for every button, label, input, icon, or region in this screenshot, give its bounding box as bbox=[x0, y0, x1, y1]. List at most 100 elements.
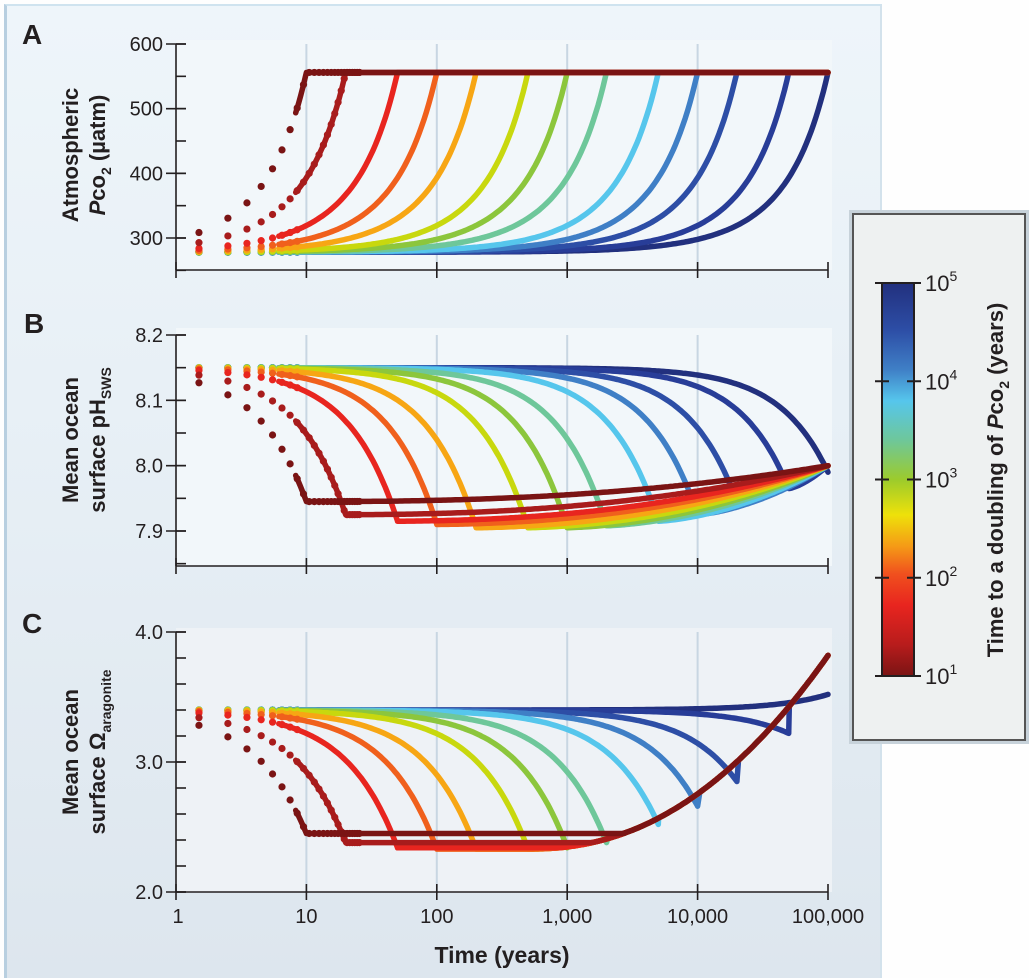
axes: 300 400 500 600 7.9 8.0 8.1 8.2 2.0 3.0 4.0 1 10 100 1… bbox=[130, 34, 865, 928]
series-dot-c-10 bbox=[243, 745, 251, 753]
series-line-b-50 bbox=[276, 378, 831, 524]
colorbar-tick-base: 10 bbox=[925, 664, 949, 689]
plot-area-c bbox=[176, 628, 832, 892]
series-group-b bbox=[195, 364, 831, 531]
ylabel-a-line1: Atmospheric bbox=[58, 88, 83, 222]
series-dot-b-20 bbox=[257, 390, 265, 398]
colorbar-tick-label-4: 105 bbox=[925, 268, 957, 296]
ylabel-a-line2: Pco2 (µatm) bbox=[85, 95, 114, 216]
x-tick-label-0: 1 bbox=[172, 906, 183, 928]
series-dot-c-10 bbox=[195, 721, 203, 729]
series-dot-c-20 bbox=[224, 719, 232, 728]
ylabel-a: Atmospheric Pco2 (µatm) bbox=[58, 88, 114, 222]
series-dot-a-10 bbox=[268, 165, 277, 173]
series-line-b-200 bbox=[276, 367, 831, 531]
colorbar-title-text: Time to a doubling of Pco2 (years) bbox=[983, 303, 1012, 658]
colorbar-title-p: P bbox=[983, 414, 1008, 429]
series-dot-b-50 bbox=[268, 376, 277, 384]
colorbar-title-co: co bbox=[983, 389, 1008, 415]
series-dot-a-20 bbox=[224, 232, 232, 240]
plot-area-b bbox=[176, 328, 832, 566]
series-dot-b-20 bbox=[195, 371, 203, 379]
series-dot-b-100 bbox=[257, 368, 265, 376]
ylabel-c-line2: surface Ωaragonite bbox=[85, 669, 114, 834]
series-dot-b-10 bbox=[243, 404, 251, 412]
series-dot-b-50 bbox=[257, 373, 265, 381]
colorbar-tick-exponent: 4 bbox=[949, 366, 957, 382]
series-dot-a-50 bbox=[243, 239, 251, 247]
y-tick-label-c-0: 2.0 bbox=[135, 882, 163, 904]
panel-label-b: B bbox=[24, 308, 44, 339]
colorbar-title-suffix: (years) bbox=[983, 303, 1008, 381]
x-tick-label-2: 100 bbox=[420, 906, 453, 928]
colorbar-tick-label-3: 104 bbox=[925, 366, 957, 394]
colorbar-tick-label-0: 101 bbox=[925, 661, 957, 689]
curves bbox=[195, 68, 831, 852]
colorbar-tick-base: 10 bbox=[925, 566, 949, 591]
colorbar-tick-label-1: 102 bbox=[925, 563, 957, 591]
series-dot-b-50 bbox=[243, 371, 251, 379]
colorbar-tick-exponent: 5 bbox=[949, 268, 957, 284]
series-dot-c-50 bbox=[224, 711, 232, 719]
y-tick-label-b-1: 8.0 bbox=[135, 456, 163, 478]
series-dot-c-100 bbox=[257, 710, 265, 719]
series-dot-c-100 bbox=[268, 712, 277, 720]
panel-label-c: C bbox=[22, 608, 42, 639]
series-dot-c-50 bbox=[268, 718, 277, 726]
series-dot-c-20 bbox=[257, 732, 265, 740]
series-line-c-10 bbox=[292, 652, 831, 837]
series-dot-a-100 bbox=[268, 241, 277, 249]
x-tick-label-5: 100,000 bbox=[792, 906, 864, 928]
series-dot-c-10 bbox=[257, 757, 265, 765]
y-tick-label-b-0: 7.9 bbox=[135, 521, 163, 543]
series-dot-a-20 bbox=[278, 203, 286, 211]
x-tick-label-3: 1,000 bbox=[542, 906, 592, 928]
series-line-b-20 bbox=[292, 418, 831, 518]
colorbar-tick-label-2: 103 bbox=[925, 465, 957, 493]
series-dot-c-50 bbox=[257, 716, 265, 724]
ylabel-a-co: co bbox=[85, 175, 110, 201]
ylabel-b-main: surface pH bbox=[85, 399, 110, 513]
series-group-a bbox=[195, 68, 831, 256]
series-dot-a-50 bbox=[224, 242, 232, 250]
colorbar-tick-base: 10 bbox=[925, 468, 949, 493]
ylabel-a-p: P bbox=[85, 200, 110, 215]
series-dot-c-20 bbox=[268, 738, 277, 746]
series-dot-b-10 bbox=[268, 431, 277, 439]
series-dot-a-50 bbox=[257, 237, 265, 245]
y-tick-label-a-1: 400 bbox=[130, 163, 163, 185]
y-tick-label-a-0: 300 bbox=[130, 228, 163, 250]
colorbar-title-prefix: Time to a doubling of bbox=[983, 429, 1008, 657]
series-group-c bbox=[195, 652, 831, 852]
panel-label-a: A bbox=[22, 19, 42, 50]
colorbar-tick-exponent: 1 bbox=[949, 661, 957, 677]
colorbar-title: Time to a doubling of Pco2 (years) bbox=[983, 303, 1012, 658]
y-tick-label-a-3: 600 bbox=[130, 34, 163, 56]
y-tick-label-a-2: 500 bbox=[130, 99, 163, 121]
series-dot-c-10 bbox=[286, 796, 294, 804]
y-tick-label-b-2: 8.1 bbox=[135, 390, 163, 412]
series-dot-a-10 bbox=[195, 228, 203, 237]
ylabel-c-main: surface Ω bbox=[85, 732, 110, 834]
ylabel-a-unit: (µatm) bbox=[85, 95, 110, 168]
series-dot-b-10 bbox=[257, 417, 265, 425]
series-dot-a-20 bbox=[286, 195, 294, 203]
series-line-b-10 bbox=[292, 462, 831, 505]
y-tick-label-c-2: 4.0 bbox=[135, 622, 163, 644]
series-dot-b-10 bbox=[224, 391, 232, 399]
series-dot-a-10 bbox=[286, 126, 294, 134]
series-dot-b-10 bbox=[278, 445, 286, 453]
ylabel-b-line2: surface pHSWS bbox=[85, 367, 114, 513]
series-dot-c-10 bbox=[268, 770, 277, 778]
series-dot-c-10 bbox=[224, 733, 232, 741]
ylabel-c-line1: Mean ocean bbox=[58, 689, 83, 815]
colorbar-title-sub: 2 bbox=[996, 381, 1012, 389]
series-dot-b-100 bbox=[268, 369, 277, 377]
x-tick-label-1: 10 bbox=[295, 906, 317, 928]
series-dot-a-50 bbox=[195, 244, 203, 253]
series-dot-b-20 bbox=[278, 404, 286, 412]
ylabel-b: Mean ocean surface pHSWS bbox=[58, 367, 114, 513]
